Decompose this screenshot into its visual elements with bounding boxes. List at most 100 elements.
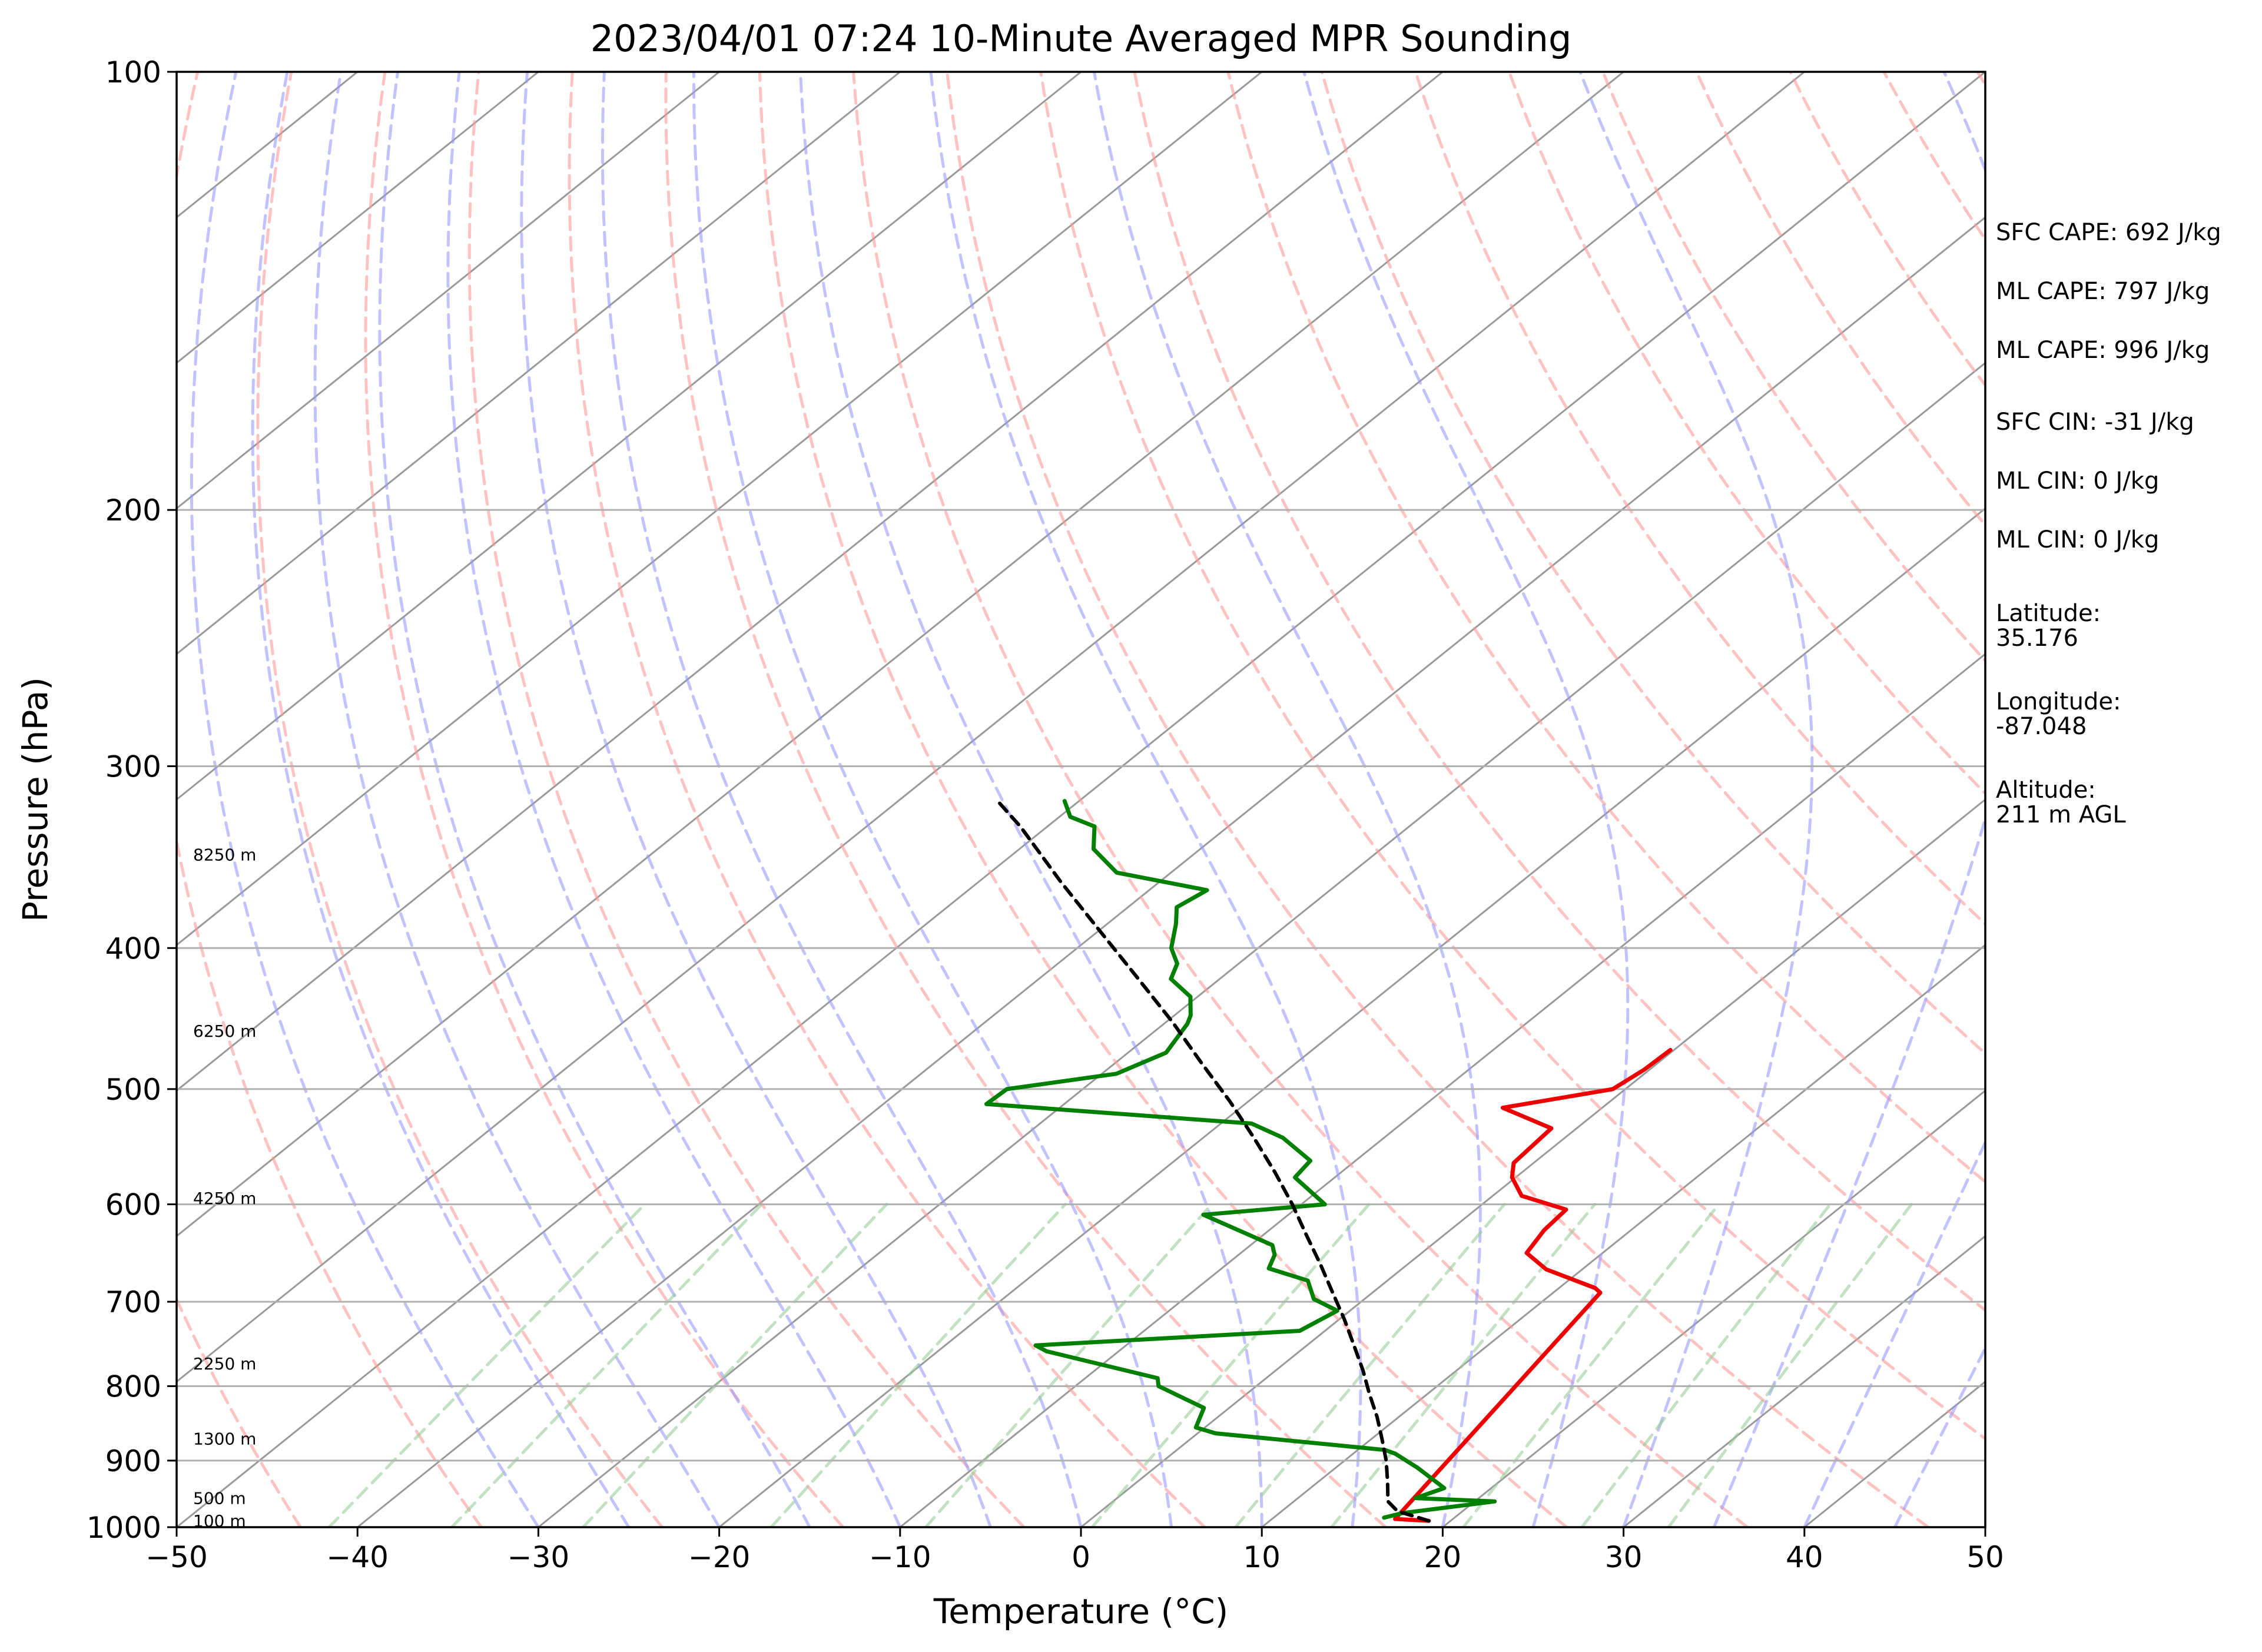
moist-adiabat-line xyxy=(190,72,540,1527)
y-tick-label: 400 xyxy=(105,931,161,966)
annotation-line: SFC CIN: -31 J/kg xyxy=(1996,409,2194,436)
mixing-ratio-line xyxy=(924,1203,1213,1527)
dry-adiabat-line xyxy=(256,72,664,1527)
x-tick-label: 50 xyxy=(1966,1540,2004,1574)
x-axis: −50 −40 −30 −20 −10 0 10 20 30 40 50 xyxy=(145,1527,2004,1574)
y-tick-label: 100 xyxy=(105,55,161,89)
mixing-ratio-line xyxy=(1462,1203,1720,1527)
y-axis-title: Pressure (hPa) xyxy=(15,677,55,922)
isotherm-line xyxy=(356,216,1985,1527)
height-label: 100 m xyxy=(193,1511,246,1531)
x-tick-label: −10 xyxy=(869,1540,931,1574)
dry-adiabat-line xyxy=(1414,72,1985,926)
mixing-ratio-line xyxy=(1667,1203,1913,1527)
isotherm-line xyxy=(537,361,1985,1527)
height-label: 500 m xyxy=(193,1489,246,1508)
annotation-text: ML CAPE: 797 J/kg xyxy=(1996,278,2210,305)
y-tick-label: 700 xyxy=(105,1285,161,1319)
x-tick-label: −50 xyxy=(145,1540,208,1574)
annotation-text: ML CIN: 0 J/kg xyxy=(1996,526,2159,553)
mixing-ratio-line xyxy=(1330,1203,1597,1527)
isotherm-line xyxy=(177,72,901,655)
height-label: 8250 m xyxy=(193,845,256,864)
annotation-line: Latitude: xyxy=(1996,600,2101,627)
isotherm-line xyxy=(177,72,1625,1238)
y-tick-label: 1000 xyxy=(87,1511,161,1545)
annotation-line: SFC CAPE: 692 J/kg xyxy=(1996,219,2221,246)
isotherm-line xyxy=(1441,1089,1985,1527)
moist-adiabat-line xyxy=(601,72,1083,1527)
dry-adiabat-line xyxy=(467,72,1026,1527)
dry-adiabat-line xyxy=(1226,72,1985,1184)
height-label: 4250 m xyxy=(193,1189,256,1208)
annotations-panel: SFC CAPE: 692 J/kg ML CAPE: 797 J/kg ML CA… xyxy=(1996,219,2221,828)
mixing-ratio-line xyxy=(1234,1203,1506,1527)
annotation-text: Altitude: 211 m AGL xyxy=(1996,777,2126,828)
dry-adiabat-line xyxy=(177,1296,302,1527)
mixing-ratio-line xyxy=(327,1203,646,1527)
annotation-text: SFC CIN: -31 J/kg xyxy=(1996,409,2194,436)
annotation-line: ML CAPE: 996 J/kg xyxy=(1996,337,2210,364)
moist-adiabat-line xyxy=(1803,1139,1985,1527)
annotation-text: Latitude: 35.176 xyxy=(1996,600,2101,652)
moist-adiabat-line xyxy=(313,72,721,1527)
isotherm-line xyxy=(177,72,1444,1092)
isotherm-line xyxy=(1261,944,1985,1527)
x-tick-label: −20 xyxy=(688,1540,751,1574)
dry-adiabat-line xyxy=(1695,72,1985,528)
annotation-line: ML CAPE: 797 J/kg xyxy=(1996,278,2210,305)
dry-adiabat-line xyxy=(1320,72,1985,1056)
annotation-line: 35.176 xyxy=(1996,625,2078,652)
dry-adiabat-line xyxy=(1039,72,1985,1441)
annotation-line: 211 m AGL xyxy=(1996,801,2126,828)
dry-adiabat-line xyxy=(1601,72,1985,663)
isotherm-line xyxy=(177,72,1082,801)
mixing-ratio-line xyxy=(1580,1203,1832,1527)
dry-adiabat-line xyxy=(364,72,845,1527)
x-tick-label: 30 xyxy=(1605,1540,1643,1574)
annotation-line: Longitude: xyxy=(1996,688,2121,715)
dry-adiabat-line xyxy=(1789,72,1985,388)
annotation-line: -87.048 xyxy=(1996,713,2087,740)
y-tick-label: 300 xyxy=(105,749,161,784)
x-tick-label: −40 xyxy=(326,1540,389,1574)
x-axis-title: Temperature (°C) xyxy=(933,1591,1229,1631)
moist-adiabat-line xyxy=(1578,72,1814,1527)
annotation-text: SFC CAPE: 692 J/kg xyxy=(1996,219,2221,246)
dry-adiabat-line xyxy=(177,72,483,1527)
mixing-ratio-line xyxy=(450,1203,764,1527)
y-tick-label: 900 xyxy=(105,1444,161,1478)
annotation-text: Longitude: -87.048 xyxy=(1996,688,2121,740)
moist-adiabat-line xyxy=(799,72,1263,1527)
y-axis: 100 200 300 400 500 600 700 800 900 1000 xyxy=(87,55,177,1545)
height-label: 6250 m xyxy=(193,1021,256,1041)
dry-adiabat-line xyxy=(664,72,1388,1527)
x-tick-label: 10 xyxy=(1243,1540,1281,1574)
moist-adiabat-line xyxy=(1302,72,1630,1527)
dewpoint-line xyxy=(984,799,1497,1520)
chart-title: 2023/04/01 07:24 10-Minute Averaged MPR … xyxy=(591,17,1572,60)
moist-adiabat-line xyxy=(929,72,1362,1527)
isotherm-line xyxy=(177,72,721,510)
dry-adiabat-line xyxy=(946,72,1930,1527)
isotherm-line xyxy=(177,72,1263,947)
background-lines xyxy=(177,72,1985,1527)
x-tick-label: 20 xyxy=(1424,1540,1462,1574)
x-tick-label: 0 xyxy=(1072,1540,1090,1574)
isotherm-line xyxy=(899,652,1985,1527)
moist-adiabat-line xyxy=(692,72,1173,1527)
moist-adiabat-line xyxy=(378,72,811,1527)
height-label: 1300 m xyxy=(193,1429,256,1448)
temperature-line xyxy=(1393,1047,1673,1523)
y-tick-label: 500 xyxy=(105,1073,161,1107)
dry-adiabat-line xyxy=(568,72,1206,1527)
annotation-text: ML CIN: 0 J/kg xyxy=(1996,467,2159,495)
isotherm-line xyxy=(718,507,1985,1527)
y-tick-label: 800 xyxy=(105,1369,161,1404)
annotation-line: ML CIN: 0 J/kg xyxy=(1996,467,2159,495)
mixing-ratio-line xyxy=(581,1203,888,1527)
isotherm-line xyxy=(1623,1235,1985,1527)
dry-adiabat-line xyxy=(758,72,1568,1527)
isotherm-line xyxy=(1080,798,1985,1527)
